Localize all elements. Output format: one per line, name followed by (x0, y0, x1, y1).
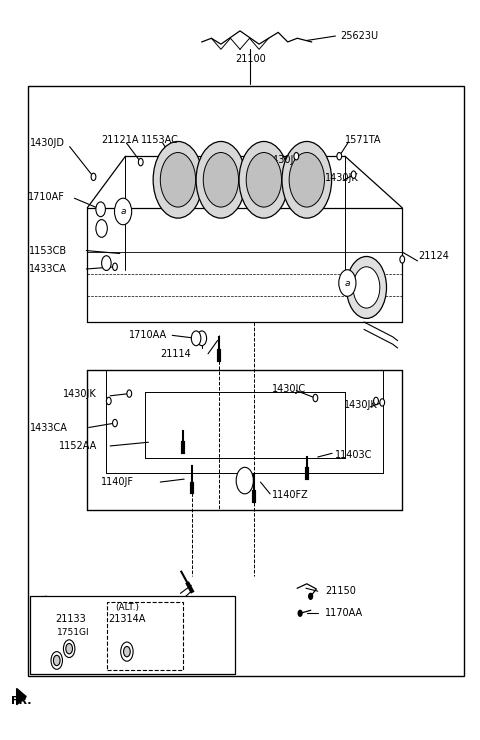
Circle shape (123, 647, 130, 657)
Text: 1153AC: 1153AC (141, 135, 179, 145)
Text: 25623U: 25623U (340, 31, 378, 41)
Circle shape (351, 171, 356, 178)
Circle shape (197, 331, 206, 346)
Text: 1430JK: 1430JK (267, 155, 300, 165)
Circle shape (373, 397, 378, 405)
Text: (ALT.): (ALT.) (115, 602, 139, 611)
Text: 1152AA: 1152AA (59, 441, 97, 451)
Text: 1170AA: 1170AA (325, 608, 363, 619)
Polygon shape (17, 688, 26, 704)
Text: 1751GI: 1751GI (57, 628, 89, 637)
Bar (28, 86, 464, 676)
Circle shape (107, 397, 111, 405)
Text: 1430JK: 1430JK (344, 400, 378, 411)
Text: 1140HG: 1140HG (148, 602, 188, 613)
Text: 21100: 21100 (235, 54, 266, 64)
Text: 1433CA: 1433CA (30, 423, 68, 432)
Text: a: a (120, 207, 126, 216)
Circle shape (236, 468, 253, 494)
Circle shape (96, 202, 106, 217)
Circle shape (102, 256, 111, 271)
Text: 1153CB: 1153CB (29, 246, 67, 255)
Circle shape (196, 141, 246, 218)
Text: 1140FZ: 1140FZ (272, 491, 308, 500)
Text: 1430JC: 1430JC (273, 384, 307, 394)
Circle shape (53, 656, 60, 665)
Text: a: a (345, 278, 350, 288)
Circle shape (153, 141, 203, 218)
Circle shape (400, 256, 405, 263)
Text: 21133: 21133 (55, 614, 85, 624)
Text: FR.: FR. (11, 696, 31, 706)
Text: 21124: 21124 (419, 251, 449, 260)
Circle shape (289, 152, 324, 207)
Circle shape (294, 152, 299, 160)
Circle shape (127, 390, 132, 397)
Text: 1430JD: 1430JD (30, 138, 65, 148)
Circle shape (203, 152, 239, 207)
Text: 1140JF: 1140JF (101, 477, 133, 487)
Circle shape (192, 331, 201, 346)
Text: 11403C: 11403C (335, 450, 372, 460)
Circle shape (138, 158, 143, 166)
Circle shape (282, 141, 332, 218)
Circle shape (113, 420, 117, 427)
Circle shape (309, 593, 312, 599)
Text: 1571TA: 1571TA (345, 135, 382, 145)
Circle shape (347, 257, 386, 318)
Circle shape (160, 152, 196, 207)
Circle shape (91, 173, 96, 181)
Text: 21314A: 21314A (108, 614, 145, 624)
Circle shape (51, 652, 62, 669)
Circle shape (66, 644, 72, 654)
Text: 1430JK: 1430JK (325, 173, 359, 184)
Bar (30, 596, 235, 673)
Text: 1710AF: 1710AF (28, 192, 64, 202)
Circle shape (63, 640, 75, 658)
Text: 21121A: 21121A (102, 135, 139, 145)
Circle shape (96, 220, 108, 238)
Text: 1710AA: 1710AA (129, 329, 168, 340)
Circle shape (353, 267, 380, 308)
Text: 21150: 21150 (325, 586, 356, 596)
Circle shape (337, 152, 342, 160)
Circle shape (120, 642, 133, 662)
FancyBboxPatch shape (107, 602, 183, 670)
Circle shape (380, 399, 384, 406)
Circle shape (339, 270, 356, 296)
Circle shape (37, 596, 54, 623)
Text: a: a (43, 605, 48, 614)
Text: 1433CA: 1433CA (29, 264, 67, 274)
Text: 1430JK: 1430JK (62, 389, 96, 400)
Circle shape (313, 394, 318, 402)
Circle shape (298, 610, 302, 616)
Circle shape (239, 141, 288, 218)
Circle shape (115, 198, 132, 225)
Circle shape (246, 152, 281, 207)
Circle shape (113, 263, 117, 271)
Text: 21114: 21114 (160, 349, 191, 359)
